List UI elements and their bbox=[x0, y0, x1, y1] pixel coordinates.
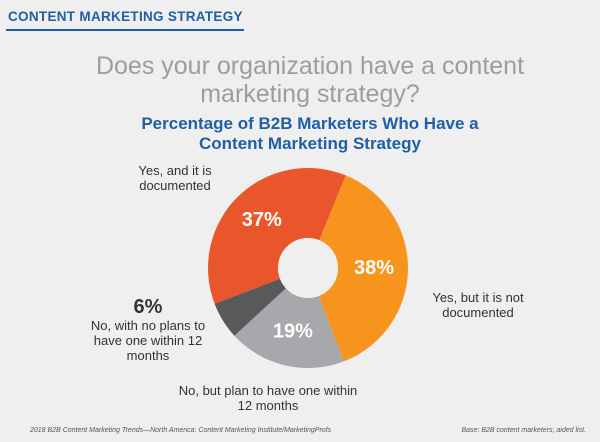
donut-slice bbox=[214, 278, 286, 336]
category-label: No, but plan to have one within 12 month… bbox=[178, 383, 358, 413]
donut-slice bbox=[318, 175, 408, 362]
base-note: Base: B2B content marketers; aided list. bbox=[461, 427, 586, 434]
value-label: 37% bbox=[242, 209, 282, 231]
header: CONTENT MARKETING STRATEGY bbox=[8, 9, 243, 24]
source: 2018 B2B Content Marketing Trends—North … bbox=[30, 427, 332, 434]
category-label: Yes, but it is not documented bbox=[432, 290, 524, 320]
chart-title: Percentage of B2B Marketers Who Have a C… bbox=[141, 114, 479, 153]
value-label: 6% bbox=[133, 296, 163, 318]
donut-slice bbox=[207, 167, 346, 304]
category-label: Yes, and it is documented bbox=[138, 163, 212, 193]
value-label: 38% bbox=[354, 257, 394, 279]
value-label: 19% bbox=[273, 321, 313, 343]
category-label: No, with no plans to have one within 12 … bbox=[90, 318, 206, 363]
question: Does your organization have a content ma… bbox=[95, 52, 525, 108]
donut-hole bbox=[278, 238, 338, 298]
donut-slice bbox=[234, 288, 344, 368]
